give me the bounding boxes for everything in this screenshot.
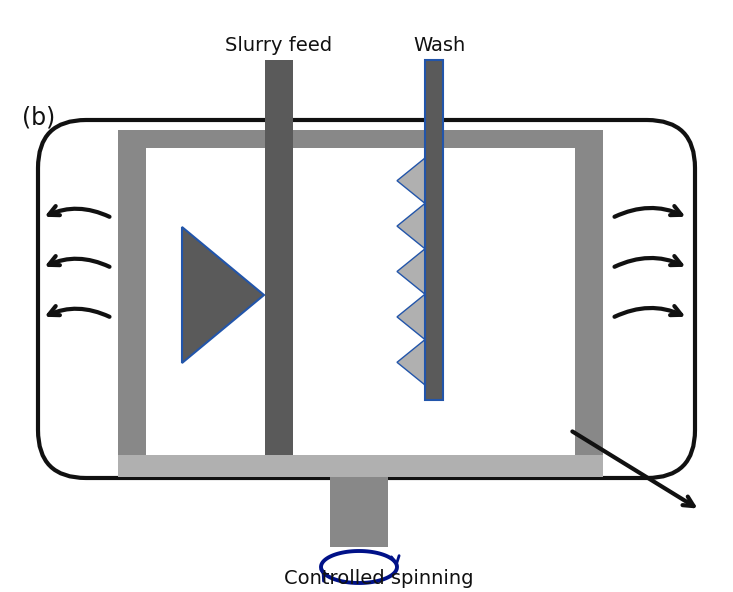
Polygon shape (397, 294, 425, 340)
Bar (265, 60, 293, 455)
Polygon shape (397, 204, 425, 249)
Polygon shape (397, 340, 425, 385)
Bar (330, 477, 388, 547)
Bar (118, 135, 146, 455)
Polygon shape (397, 249, 425, 294)
FancyBboxPatch shape (38, 120, 695, 478)
Bar (118, 455, 603, 477)
Polygon shape (182, 227, 264, 363)
Text: (b): (b) (22, 105, 55, 129)
Polygon shape (397, 158, 425, 204)
Text: Slurry feed: Slurry feed (226, 36, 333, 55)
Text: Wash: Wash (413, 36, 465, 55)
Text: Controlled spinning: Controlled spinning (284, 569, 474, 588)
Bar (425, 60, 443, 400)
Bar (575, 135, 603, 455)
Bar (118, 130, 603, 148)
